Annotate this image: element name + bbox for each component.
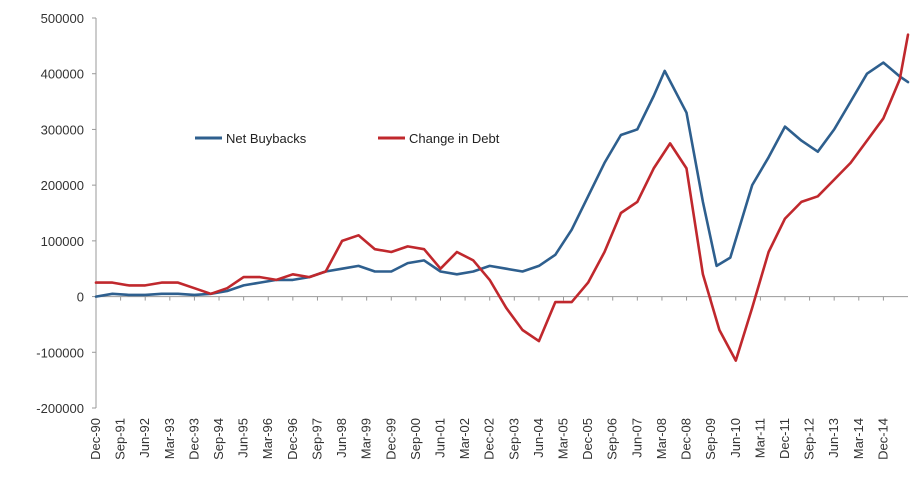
y-tick-label: 100000 <box>41 234 84 249</box>
x-tick-label: Dec-93 <box>186 418 201 460</box>
y-tick-label: 500000 <box>41 11 84 26</box>
y-tick-label: -200000 <box>36 401 84 416</box>
x-tick-label: Sep-09 <box>703 418 718 460</box>
legend: Net Buybacks Change in Debt <box>195 131 500 146</box>
x-tick-label: Sep-12 <box>802 418 817 460</box>
x-tick-label: Sep-06 <box>605 418 620 460</box>
y-tick-label: 200000 <box>41 178 84 193</box>
x-tick-label: Sep-97 <box>309 418 324 460</box>
x-tick-label: Jun-13 <box>826 418 841 458</box>
y-tick-label: 300000 <box>41 122 84 137</box>
series-line-change-in-debt <box>94 33 910 362</box>
x-tick-label: Dec-02 <box>482 418 497 460</box>
x-tick-label: Mar-05 <box>556 418 571 459</box>
x-tick-label: Jun-07 <box>629 418 644 458</box>
x-axis: Dec-90 Sep-91 Jun-92 Mar-93 Dec-93 Sep-94 Jun-… <box>88 296 908 460</box>
series-layer <box>94 33 910 362</box>
x-tick-label: Sep-03 <box>506 418 521 460</box>
x-tick-label: Dec-08 <box>679 418 694 460</box>
x-tick-label: Jun-04 <box>531 418 546 458</box>
x-tick-label: Mar-02 <box>457 418 472 459</box>
x-tick-label: Jun-92 <box>137 418 152 458</box>
x-tick-label: Jun-98 <box>334 418 349 458</box>
legend-label-change-in-debt: Change in Debt <box>409 131 500 146</box>
series-line-net-buybacks <box>94 61 910 298</box>
x-tick-label: Dec-96 <box>285 418 300 460</box>
x-tick-label: Sep-00 <box>408 418 423 460</box>
x-tick-label: Mar-99 <box>359 418 374 459</box>
legend-label-net-buybacks: Net Buybacks <box>226 131 307 146</box>
y-axis: 500000 400000 300000 200000 100000 0 -100000 -2… <box>36 11 97 416</box>
x-tick-label: Mar-96 <box>260 418 275 459</box>
x-tick-label: Sep-91 <box>113 418 128 460</box>
x-tick-label: Mar-93 <box>162 418 177 459</box>
x-tick-label: Mar-08 <box>654 418 669 459</box>
x-tick-label: Mar-14 <box>851 418 866 459</box>
x-tick-label: Dec-90 <box>88 418 103 460</box>
x-tick-label: Dec-11 <box>777 418 792 459</box>
x-tick-label: Dec-14 <box>875 418 890 460</box>
x-tick-label: Jun-10 <box>728 418 743 458</box>
y-tick-label: -100000 <box>36 345 84 360</box>
y-tick-label: 0 <box>77 290 84 305</box>
x-tick-label: Mar-11 <box>752 418 767 458</box>
y-tick-label: 400000 <box>41 67 84 82</box>
x-tick-label: Dec-99 <box>383 418 398 460</box>
x-tick-label: Jun-01 <box>432 418 447 458</box>
x-tick-label: Dec-05 <box>580 418 595 460</box>
x-tick-label: Sep-94 <box>211 418 226 460</box>
x-tick-label: Jun-95 <box>236 418 251 458</box>
